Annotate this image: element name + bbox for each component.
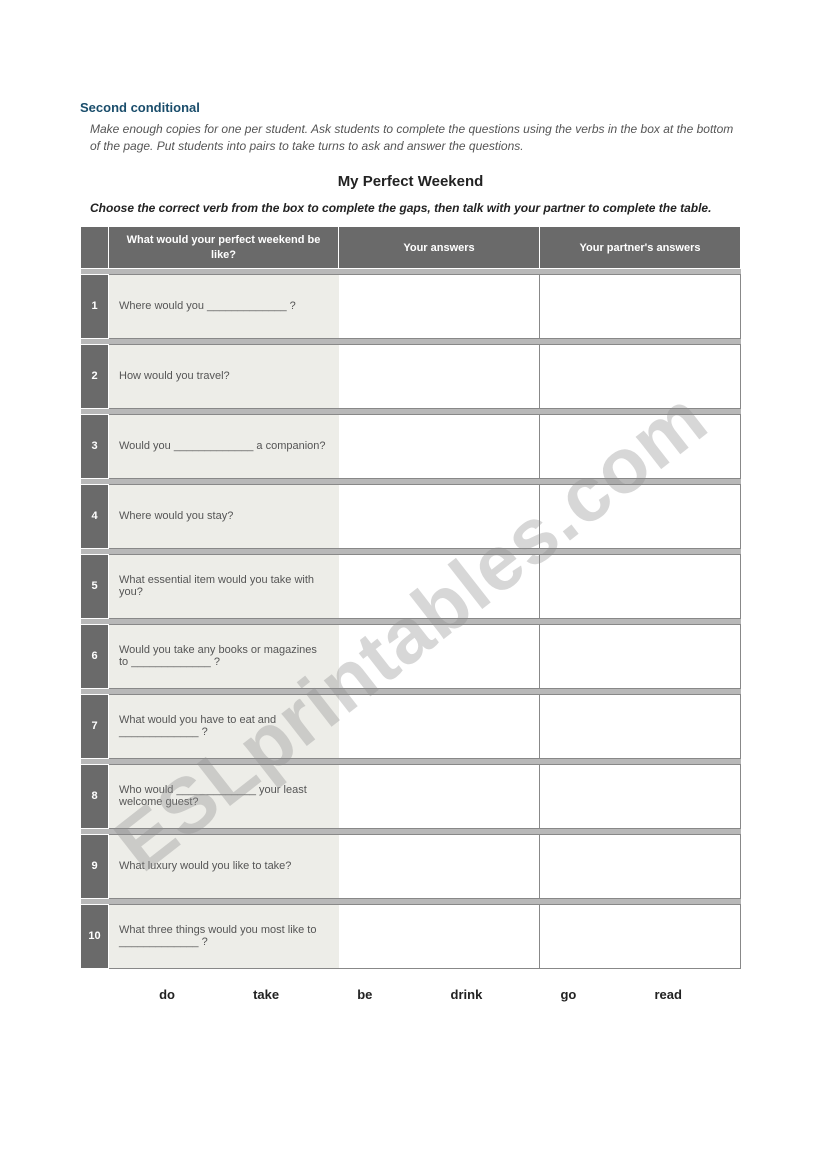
teacher-instructions: Make enough copies for one per student. …	[80, 121, 741, 155]
verb-option: take	[253, 987, 279, 1002]
header-your-answers: Your answers	[339, 227, 540, 269]
verb-option: be	[357, 987, 372, 1002]
question-cell: What essential item would you take with …	[109, 554, 339, 618]
your-answer-cell[interactable]	[339, 694, 540, 758]
question-cell: Would you take any books or magazines to…	[109, 624, 339, 688]
table-row: 7What would you have to eat and ________…	[81, 694, 741, 758]
row-number: 2	[81, 344, 109, 408]
worksheet-instructions: Choose the correct verb from the box to …	[80, 200, 741, 217]
your-answer-cell[interactable]	[339, 624, 540, 688]
your-answer-cell[interactable]	[339, 554, 540, 618]
partner-answer-cell[interactable]	[540, 554, 741, 618]
worksheet-table: What would your perfect weekend be like?…	[80, 226, 741, 969]
worksheet-title: My Perfect Weekend	[80, 173, 741, 190]
row-number: 10	[81, 904, 109, 968]
partner-answer-cell[interactable]	[540, 694, 741, 758]
table-row: 10What three things would you most like …	[81, 904, 741, 968]
verb-option: do	[159, 987, 175, 1002]
question-cell: What would you have to eat and _________…	[109, 694, 339, 758]
verb-box: do take be drink go read	[80, 969, 741, 1002]
your-answer-cell[interactable]	[339, 274, 540, 338]
worksheet-page: Second conditional Make enough copies fo…	[0, 0, 821, 1062]
your-answer-cell[interactable]	[339, 344, 540, 408]
question-cell: Where would you _____________ ?	[109, 274, 339, 338]
row-number: 7	[81, 694, 109, 758]
partner-answer-cell[interactable]	[540, 414, 741, 478]
table-row: 4Where would you stay?	[81, 484, 741, 548]
table-row: 8Who would _____________ your least welc…	[81, 764, 741, 828]
question-cell: How would you travel?	[109, 344, 339, 408]
table-row: 5What essential item would you take with…	[81, 554, 741, 618]
question-cell: What luxury would you like to take?	[109, 834, 339, 898]
section-title: Second conditional	[80, 100, 741, 115]
table-header-row: What would your perfect weekend be like?…	[81, 227, 741, 269]
question-cell: Would you _____________ a companion?	[109, 414, 339, 478]
partner-answer-cell[interactable]	[540, 624, 741, 688]
row-number: 1	[81, 274, 109, 338]
partner-answer-cell[interactable]	[540, 834, 741, 898]
verb-option: read	[654, 987, 681, 1002]
header-partner-answers: Your partner's answers	[540, 227, 741, 269]
partner-answer-cell[interactable]	[540, 274, 741, 338]
row-number: 4	[81, 484, 109, 548]
table-row: 9What luxury would you like to take?	[81, 834, 741, 898]
table-row: 6Would you take any books or magazines t…	[81, 624, 741, 688]
row-number: 6	[81, 624, 109, 688]
header-blank	[81, 227, 109, 269]
your-answer-cell[interactable]	[339, 764, 540, 828]
your-answer-cell[interactable]	[339, 904, 540, 968]
question-cell: Who would _____________ your least welco…	[109, 764, 339, 828]
header-question: What would your perfect weekend be like?	[109, 227, 339, 269]
partner-answer-cell[interactable]	[540, 484, 741, 548]
table-row: 1Where would you _____________ ?	[81, 274, 741, 338]
question-cell: Where would you stay?	[109, 484, 339, 548]
partner-answer-cell[interactable]	[540, 344, 741, 408]
row-number: 3	[81, 414, 109, 478]
your-answer-cell[interactable]	[339, 484, 540, 548]
verb-option: go	[560, 987, 576, 1002]
table-row: 2How would you travel?	[81, 344, 741, 408]
row-number: 5	[81, 554, 109, 618]
partner-answer-cell[interactable]	[540, 764, 741, 828]
question-cell: What three things would you most like to…	[109, 904, 339, 968]
your-answer-cell[interactable]	[339, 414, 540, 478]
verb-option: drink	[451, 987, 483, 1002]
your-answer-cell[interactable]	[339, 834, 540, 898]
table-row: 3Would you _____________ a companion?	[81, 414, 741, 478]
partner-answer-cell[interactable]	[540, 904, 741, 968]
row-number: 8	[81, 764, 109, 828]
row-number: 9	[81, 834, 109, 898]
